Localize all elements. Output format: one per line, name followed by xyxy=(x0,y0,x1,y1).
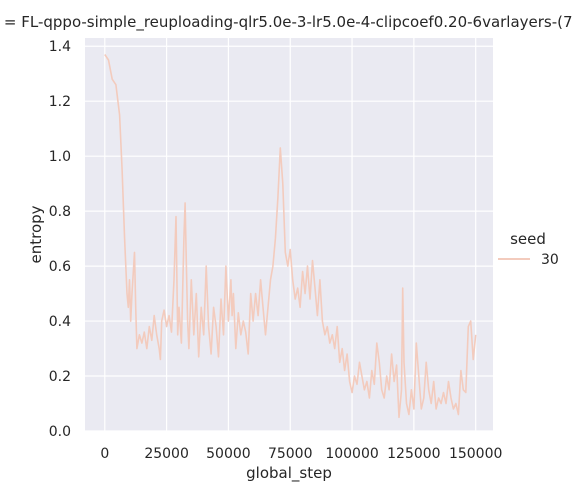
y-tick-label: 1.0 xyxy=(49,149,71,165)
x-axis-ticks: 0 25000 50000 75000 100000 125000 150000 xyxy=(100,446,502,462)
y-tick-label: 0.0 xyxy=(49,424,71,440)
plot-area xyxy=(85,38,493,431)
x-tick-label: 125000 xyxy=(387,446,440,462)
x-axis-label: global_step xyxy=(246,464,332,483)
series-layer xyxy=(104,54,477,419)
gridlines xyxy=(85,38,493,432)
y-tick-label: 0.6 xyxy=(49,259,71,275)
series-line-30 xyxy=(104,54,477,419)
x-tick-label: 50000 xyxy=(206,446,251,462)
x-tick-label: 25000 xyxy=(144,446,189,462)
y-tick-label: 1.4 xyxy=(49,39,71,55)
x-tick-label: 100000 xyxy=(325,446,378,462)
legend-label-30: 30 xyxy=(541,252,559,268)
y-axis-ticks: 0.0 0.2 0.4 0.6 0.8 1.0 1.2 1.4 xyxy=(49,39,71,440)
legend-title: seed xyxy=(510,230,546,248)
legend: seed 30 xyxy=(498,230,559,268)
chart-title: e = FL-qppo-simple_reuploading-qlr5.0e-3… xyxy=(0,13,572,32)
y-axis-label: entropy xyxy=(27,205,45,263)
y-tick-label: 0.8 xyxy=(49,204,71,220)
y-tick-label: 0.4 xyxy=(49,314,71,330)
x-tick-label: 150000 xyxy=(449,446,502,462)
x-tick-label: 75000 xyxy=(268,446,313,462)
y-tick-label: 0.2 xyxy=(49,369,71,385)
y-tick-label: 1.2 xyxy=(49,94,71,110)
x-tick-label: 0 xyxy=(100,446,109,462)
